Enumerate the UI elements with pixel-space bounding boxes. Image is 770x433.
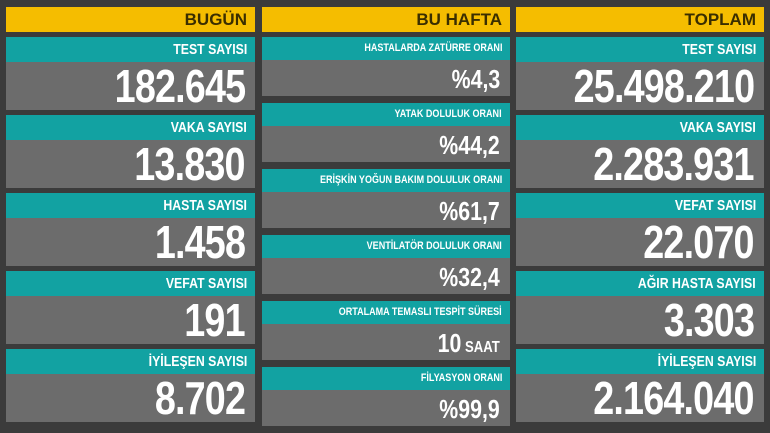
stat-value: 8.702 — [6, 374, 255, 422]
stat-value: %44,2 — [262, 126, 510, 162]
week-stat-card: HASTALARDA ZATÜRRE ORANI %4,3 — [262, 37, 510, 98]
stat-label: TEST SAYISI — [6, 37, 255, 62]
stat-value-text: %99,9 — [439, 394, 500, 424]
stat-label: VAKA SAYISI — [6, 115, 255, 140]
stat-value: 25.498.210 — [516, 62, 764, 110]
stat-label: VENTİLATÖR DOLULUK ORANI — [262, 235, 510, 258]
stat-value-text: 191 — [184, 294, 246, 346]
stat-value: 1.458 — [6, 218, 255, 266]
stat-label: YATAK DOLULUK ORANI — [262, 103, 510, 126]
stat-value: 2.283.931 — [516, 140, 764, 188]
stat-label-text: ORTALAMA TEMASLI TESPİT SÜRESİ — [339, 306, 502, 318]
total-column: TOPLAM TEST SAYISI 25.498.210 VAKA SAYISI… — [516, 7, 764, 422]
stat-value-text: 13.830 — [134, 138, 246, 190]
stat-value-text: 2.164.040 — [593, 372, 755, 424]
stat-label: VEFAT SAYISI — [6, 271, 255, 296]
stat-label: FİLYASYON ORANI — [262, 367, 510, 390]
stat-label: HASTA SAYISI — [6, 193, 255, 218]
stat-label: VAKA SAYISI — [516, 115, 764, 140]
stat-label-text: HASTALARDA ZATÜRRE ORANI — [363, 42, 502, 54]
stat-value: %32,4 — [262, 258, 510, 294]
today-stat-card: İYİLEŞEN SAYISI 8.702 — [6, 349, 255, 422]
stat-value-text: %44,2 — [439, 130, 500, 160]
stat-value: %61,7 — [262, 192, 510, 228]
stat-label: AĞIR HASTA SAYISI — [516, 271, 764, 296]
stat-value: 182.645 — [6, 62, 255, 110]
stat-label: ORTALAMA TEMASLI TESPİT SÜRESİ — [262, 301, 510, 324]
total-stat-card: VEFAT SAYISI 22.070 — [516, 193, 764, 266]
week-stat-card: ERİŞKİN YOĞUN BAKIM DOLULUK ORANI %61,7 — [262, 169, 510, 230]
stat-label-text: VEFAT SAYISI — [165, 275, 247, 292]
week-header: BU HAFTA — [262, 7, 510, 32]
stat-label-text: VAKA SAYISI — [679, 119, 756, 136]
today-header: BUGÜN — [6, 7, 255, 32]
stat-label-text: ERİŞKİN YOĞUN BAKIM DOLULUK ORANI — [319, 174, 502, 186]
stat-label: İYİLEŞEN SAYISI — [516, 349, 764, 374]
total-stat-card: AĞIR HASTA SAYISI 3.303 — [516, 271, 764, 344]
stat-value: %4,3 — [262, 60, 510, 96]
stat-value: 22.070 — [516, 218, 764, 266]
stat-label-text: İYİLEŞEN SAYISI — [148, 353, 247, 370]
stat-value: %99,9 — [262, 390, 510, 426]
week-stat-card: YATAK DOLULUK ORANI %44,2 — [262, 103, 510, 164]
today-stat-card: TEST SAYISI 182.645 — [6, 37, 255, 110]
stat-value-text: 22.070 — [643, 216, 755, 268]
week-stat-card: FİLYASYON ORANI %99,9 — [262, 367, 510, 428]
stat-label-text: TEST SAYISI — [681, 41, 756, 58]
total-stat-card: VAKA SAYISI 2.283.931 — [516, 115, 764, 188]
stat-value-text: 2.283.931 — [593, 138, 755, 190]
today-stat-card: HASTA SAYISI 1.458 — [6, 193, 255, 266]
stat-value: 191 — [6, 296, 255, 344]
stat-label-text: AĞIR HASTA SAYISI — [638, 275, 756, 292]
stat-value-text: %32,4 — [439, 262, 500, 292]
today-stat-card: VAKA SAYISI 13.830 — [6, 115, 255, 188]
stat-value-text: %61,7 — [439, 196, 500, 226]
total-stat-card: TEST SAYISI 25.498.210 — [516, 37, 764, 110]
stat-value: 2.164.040 — [516, 374, 764, 422]
week-column: BU HAFTA HASTALARDA ZATÜRRE ORANI %4,3 YA… — [262, 7, 510, 428]
stat-unit: SAAT — [461, 339, 500, 356]
stat-value-text: 8.702 — [154, 372, 246, 424]
today-column: BUGÜN TEST SAYISI 182.645 VAKA SAYISI 13.… — [6, 7, 255, 422]
week-stat-card: VENTİLATÖR DOLULUK ORANI %32,4 — [262, 235, 510, 296]
stat-label: VEFAT SAYISI — [516, 193, 764, 218]
stat-label: HASTALARDA ZATÜRRE ORANI — [262, 37, 510, 60]
stat-label-text: VAKA SAYISI — [170, 119, 247, 136]
stat-value-text: 182.645 — [114, 60, 245, 112]
stat-label-text: VENTİLATÖR DOLULUK ORANI — [366, 240, 502, 252]
stat-label-text: YATAK DOLULUK ORANI — [394, 108, 502, 120]
stat-value-text: 10 — [437, 328, 462, 358]
stat-value: 10 SAAT — [262, 324, 510, 360]
stat-value-text: 25.498.210 — [573, 60, 754, 112]
today-stat-card: VEFAT SAYISI 191 — [6, 271, 255, 344]
stat-label: TEST SAYISI — [516, 37, 764, 62]
stat-label: ERİŞKİN YOĞUN BAKIM DOLULUK ORANI — [262, 169, 510, 192]
stat-label: İYİLEŞEN SAYISI — [6, 349, 255, 374]
stat-label-text: FİLYASYON ORANI — [420, 372, 502, 384]
stat-value-text: 1.458 — [154, 216, 246, 268]
week-stat-card: ORTALAMA TEMASLI TESPİT SÜRESİ 10 SAAT — [262, 301, 510, 362]
stat-label-text: VEFAT SAYISI — [674, 197, 756, 214]
stat-label-text: TEST SAYISI — [172, 41, 247, 58]
total-header: TOPLAM — [516, 7, 764, 32]
stat-value-text: %4,3 — [451, 64, 500, 94]
total-stat-card: İYİLEŞEN SAYISI 2.164.040 — [516, 349, 764, 422]
stat-label-text: HASTA SAYISI — [163, 197, 247, 214]
stat-value-text: 3.303 — [663, 294, 755, 346]
stat-value: 13.830 — [6, 140, 255, 188]
stat-label-text: İYİLEŞEN SAYISI — [657, 353, 756, 370]
stat-value: 3.303 — [516, 296, 764, 344]
